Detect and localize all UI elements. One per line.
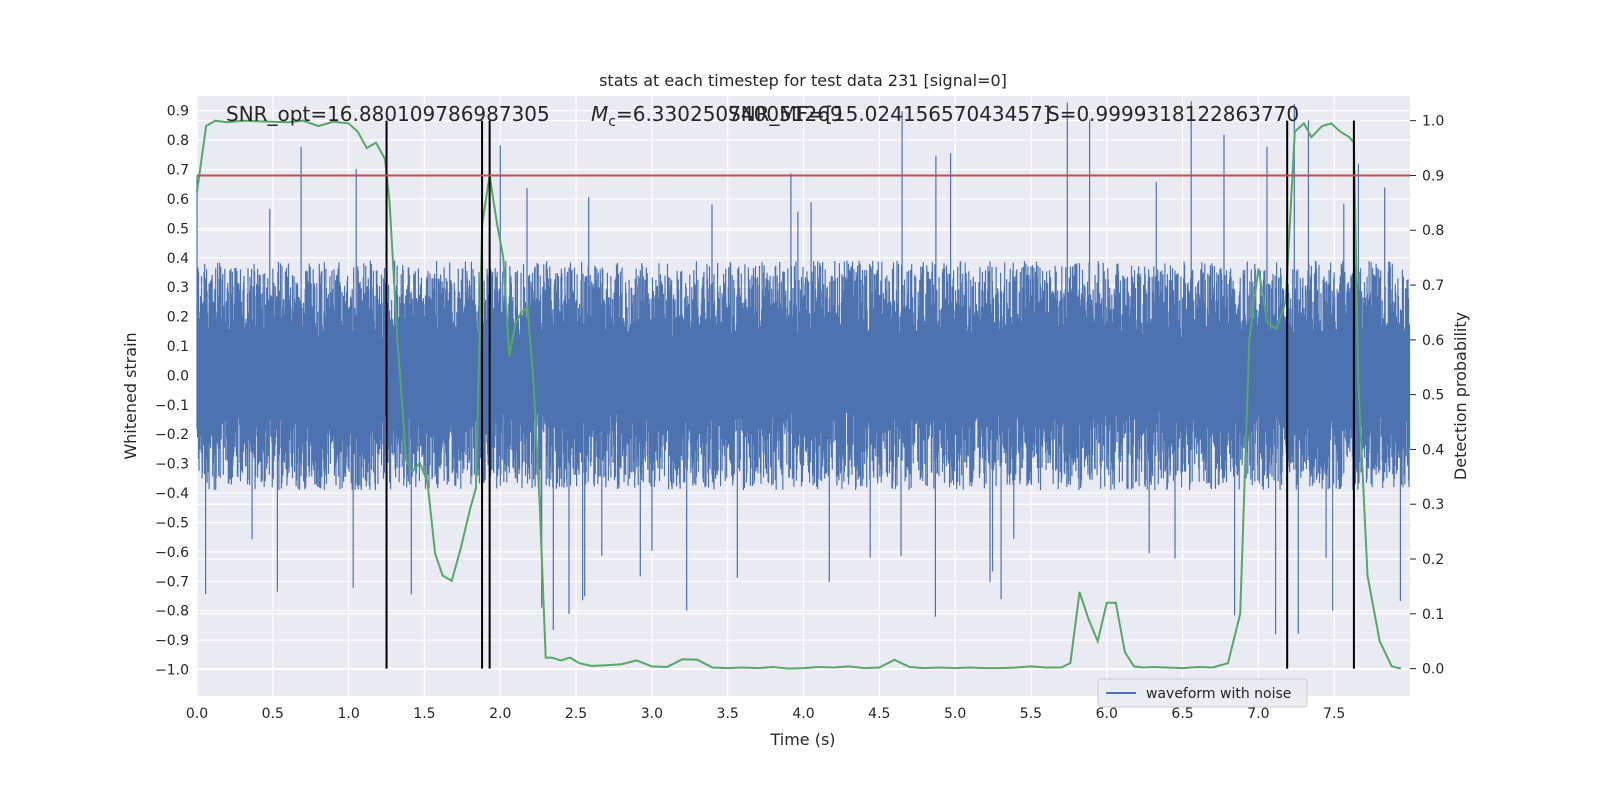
annotation-mc-value: =6.330250740051269 — [616, 102, 843, 126]
y-left-tick-label-11: −0.2 — [155, 427, 189, 443]
y-right-tick-label-1: 0.9 — [1422, 168, 1444, 184]
y-left-tick-label-10: −0.1 — [155, 398, 189, 414]
x-tick-label-8: 4.0 — [792, 706, 814, 722]
annotation-snr-mf: SNR_MF=[15.02415657043457] — [728, 102, 1051, 126]
series-detection-probability — [196, 119, 1402, 670]
x-tick-label-0: 0.0 — [186, 706, 208, 722]
y-left-tick-label-17: −0.8 — [155, 604, 189, 620]
y-left-tick-label-6: 0.3 — [167, 280, 189, 296]
legend-label-waveform: waveform with noise — [1146, 686, 1291, 702]
legend: waveform with noise — [1097, 678, 1308, 708]
x-tick-label-10: 5.0 — [944, 706, 966, 722]
y-right-tick-label-2: 0.8 — [1422, 223, 1444, 239]
y-left-tick-label-14: −0.5 — [155, 515, 189, 531]
y-left-tick-label-13: −0.4 — [155, 486, 189, 502]
y-left-tick-label-15: −0.6 — [155, 545, 189, 561]
chart-title: stats at each timestep for test data 231… — [599, 71, 1007, 90]
y-left-tick-label-12: −0.3 — [155, 457, 189, 473]
y-left-tick-label-7: 0.2 — [167, 310, 189, 326]
annotation-mc-subscript: c — [608, 114, 616, 130]
y-right-tick-label-4: 0.6 — [1422, 333, 1444, 349]
x-tick-label-2: 1.0 — [337, 706, 359, 722]
y-left-tick-label-0: 0.9 — [167, 104, 189, 120]
y-right-tick-label-7: 0.3 — [1422, 497, 1444, 513]
y-right-tick-label-3: 0.7 — [1422, 278, 1444, 294]
annotation-s: S=0.9999318122863770 — [1047, 102, 1299, 126]
y-left-tick-label-5: 0.4 — [167, 251, 189, 267]
y-left-tick-label-3: 0.6 — [167, 192, 189, 208]
x-tick-label-12: 6.0 — [1096, 706, 1118, 722]
x-tick-label-9: 4.5 — [868, 706, 890, 722]
series-waveform-with-noise — [196, 101, 1411, 635]
y-left-tick-label-19: −1.0 — [155, 663, 189, 679]
y-left-tick-label-9: 0.0 — [167, 368, 189, 384]
y-right-tick-label-6: 0.4 — [1422, 442, 1444, 458]
x-tick-label-11: 5.5 — [1020, 706, 1042, 722]
noise-waveform — [196, 101, 1411, 635]
annotation-mc: Mc=6.330250740051269 — [591, 102, 843, 130]
y-right-tick-label-9: 0.1 — [1422, 607, 1444, 623]
y-left-tick-label-8: 0.1 — [167, 339, 189, 355]
y-left-tick-label-1: 0.8 — [167, 133, 189, 149]
y-axis-label-left: Whitened strain — [121, 332, 140, 459]
x-tick-label-14: 7.0 — [1247, 706, 1269, 722]
probability-line-layer — [196, 119, 1402, 670]
x-tick-label-1: 0.5 — [262, 706, 284, 722]
vertical-lines — [385, 120, 1355, 669]
annotation-mc-symbol: M — [591, 102, 608, 126]
ticks: 0.0 0.5 1.0 1.5 2.0 2.5 3.0 3.5 4.0 4.5 5.0 5.5 6.0 6… — [155, 104, 1444, 722]
y-axis-label-right: Detection probability — [1451, 312, 1470, 480]
y-left-tick-label-16: −0.7 — [155, 574, 189, 590]
x-tick-label-6: 3.0 — [641, 706, 663, 722]
annotation-snr-opt: SNR_opt=16.880109786987305 — [226, 102, 550, 126]
x-tick-label-4: 2.0 — [489, 706, 511, 722]
y-left-tick-label-2: 0.7 — [167, 163, 189, 179]
x-tick-label-15: 7.5 — [1323, 706, 1345, 722]
y-right-tick-label-5: 0.5 — [1422, 388, 1444, 404]
x-tick-label-5: 2.5 — [565, 706, 587, 722]
y-right-tick-label-0: 1.0 — [1422, 114, 1444, 130]
y-right-tick-label-10: 0.0 — [1422, 662, 1444, 678]
y-left-tick-label-18: −0.9 — [155, 633, 189, 649]
x-tick-label-3: 1.5 — [413, 706, 435, 722]
y-left-tick-label-4: 0.5 — [167, 221, 189, 237]
x-tick-label-13: 6.5 — [1171, 706, 1193, 722]
legend-box — [1097, 678, 1308, 708]
y-right-tick-label-8: 0.2 — [1422, 552, 1444, 568]
x-tick-label-7: 3.5 — [717, 706, 739, 722]
x-axis-label: Time (s) — [769, 730, 835, 749]
